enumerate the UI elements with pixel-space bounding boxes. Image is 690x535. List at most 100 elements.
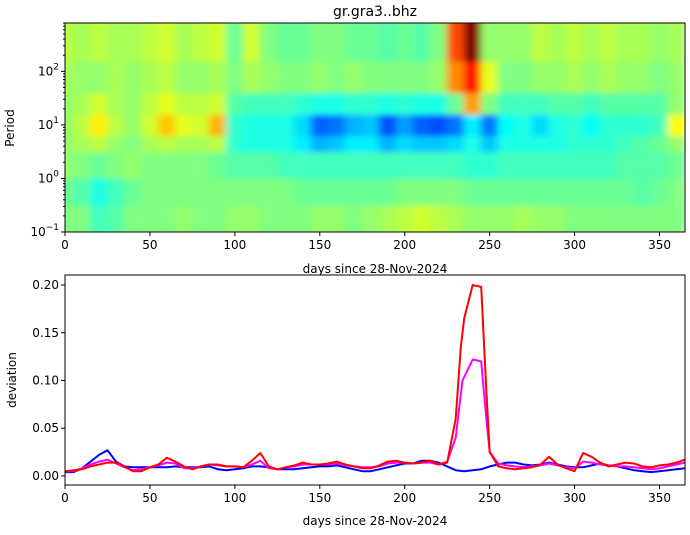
- heatmap-cell: [106, 135, 125, 153]
- heatmap-cell: [208, 204, 227, 232]
- heatmap-cell: [140, 23, 159, 62]
- heatmap-cell: [106, 92, 125, 115]
- heatmap-cell: [667, 177, 685, 206]
- heatmap-cell: [412, 177, 431, 206]
- heatmap-cell: [429, 151, 448, 179]
- heatmap-cell: [633, 23, 652, 62]
- heatmap-cell: [157, 113, 176, 137]
- heatmap-cell: [378, 151, 397, 179]
- heatmap-cell: [140, 204, 159, 232]
- y-tick-label: 101: [38, 116, 59, 132]
- heatmap-cell: [395, 204, 414, 232]
- heatmap-cell: [463, 151, 482, 179]
- heatmap-cell: [140, 113, 159, 137]
- heatmap-cell: [582, 23, 601, 62]
- heatmap-cell: [344, 23, 363, 62]
- x-tick-label: 200: [393, 238, 416, 252]
- heatmap-cell: [582, 135, 601, 153]
- heatmap-cell: [463, 23, 482, 62]
- heatmap-cell: [650, 151, 669, 179]
- heatmap-cell: [89, 151, 108, 179]
- heatmap-cell: [548, 204, 567, 232]
- heatmap-cell: [446, 92, 465, 115]
- heatmap-cell: [531, 177, 550, 206]
- heatmap-cell: [412, 23, 431, 62]
- heatmap-cell: [72, 151, 91, 179]
- heatmap-cell: [123, 177, 142, 206]
- heatmap-cell: [531, 23, 550, 62]
- x-tick-label: 100: [223, 491, 246, 505]
- heatmap-cell: [174, 113, 193, 137]
- heatmap-cell: [599, 113, 618, 137]
- heatmap-cell: [157, 204, 176, 232]
- heatmap-cell: [208, 92, 227, 115]
- heatmap-cell: [327, 135, 346, 153]
- heatmap-cell: [259, 204, 278, 232]
- heatmap-cell: [548, 135, 567, 153]
- heatmap-cell: [344, 113, 363, 137]
- heatmap-cell: [633, 60, 652, 94]
- heatmap-cell: [548, 151, 567, 179]
- heatmap-cell: [446, 204, 465, 232]
- heatmap-cell: [446, 23, 465, 62]
- series-line-2: [65, 284, 685, 473]
- heatmap-cell: [378, 113, 397, 137]
- heatmap-cell: [225, 204, 244, 232]
- y-tick-label: 0.10: [32, 373, 59, 387]
- heatmap-cell: [531, 151, 550, 179]
- heatmap-cell: [429, 135, 448, 153]
- heatmap-cell: [89, 60, 108, 94]
- y-tick-label: 0.00: [32, 469, 59, 483]
- heatmap-cell: [106, 113, 125, 137]
- heatmap-cell: [616, 204, 635, 232]
- heatmap-cell: [327, 151, 346, 179]
- heatmap-cell: [191, 60, 210, 94]
- heatmap-cell: [242, 135, 261, 153]
- heatmap-cell: [480, 92, 499, 115]
- heatmap-cell: [191, 113, 210, 137]
- heatmap-cell: [480, 204, 499, 232]
- heatmap-cell: [616, 92, 635, 115]
- heatmap-cell: [361, 135, 380, 153]
- heatmap-cell: [514, 92, 533, 115]
- x-tick-label: 0: [61, 238, 69, 252]
- heatmap-cell: [616, 135, 635, 153]
- heatmap-cell: [446, 135, 465, 153]
- heatmap-cell: [72, 177, 91, 206]
- heatmap-cell: [599, 60, 618, 94]
- heatmap-cell: [106, 204, 125, 232]
- heatmap-cell: [582, 92, 601, 115]
- heatmap-cell: [191, 151, 210, 179]
- heatmap-cell: [565, 92, 584, 115]
- heatmap-cell: [361, 60, 380, 94]
- heatmap-cell: [293, 113, 312, 137]
- heatmap-cell: [327, 23, 346, 62]
- heatmap-cell: [565, 135, 584, 153]
- heatmap-cell: [191, 23, 210, 62]
- heatmap-cell: [412, 113, 431, 137]
- heatmap-cell: [582, 151, 601, 179]
- heatmap-cell: [514, 204, 533, 232]
- heatmap-cell: [633, 151, 652, 179]
- heatmap-cell: [429, 204, 448, 232]
- heatmap-cell: [548, 60, 567, 94]
- heatmap-cell: [174, 23, 193, 62]
- heatmap-cell: [89, 23, 108, 62]
- heatmap-cell: [106, 177, 125, 206]
- heatmap-cell: [650, 135, 669, 153]
- heatmap-cell: [174, 60, 193, 94]
- heatmap-cell: [548, 177, 567, 206]
- heatmap-cell: [412, 151, 431, 179]
- heatmap-cell: [225, 23, 244, 62]
- series-line-0: [65, 449, 685, 474]
- heatmap-cell: [174, 204, 193, 232]
- heatmap-cell: [344, 151, 363, 179]
- heatmap-cell: [412, 92, 431, 115]
- heatmap-cell: [89, 92, 108, 115]
- heatmap-cell: [344, 177, 363, 206]
- heatmap-cell: [89, 177, 108, 206]
- heatmap-cell: [225, 151, 244, 179]
- heatmap-cell: [395, 60, 414, 94]
- heatmap-cell: [293, 204, 312, 232]
